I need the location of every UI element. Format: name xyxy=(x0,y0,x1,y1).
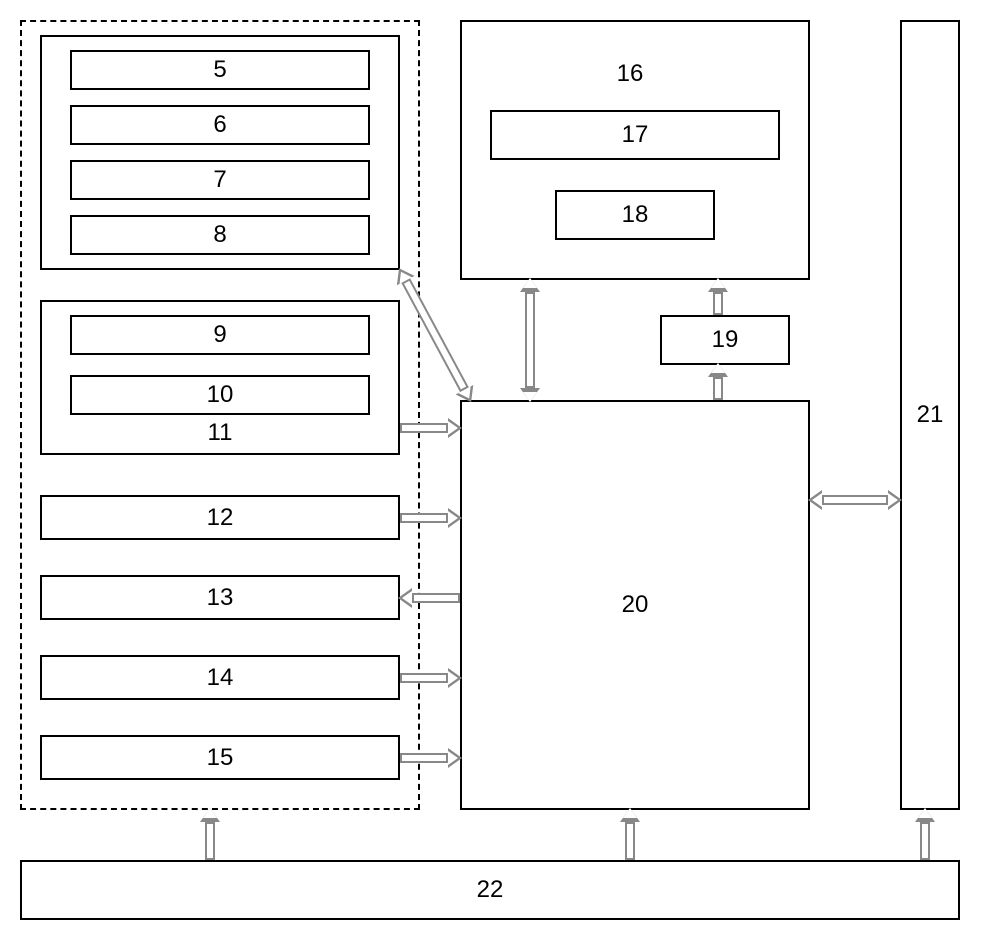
node-label-n10: 10 xyxy=(207,381,234,409)
arrow xyxy=(400,752,460,764)
arrow xyxy=(400,592,460,604)
node-label-n19: 19 xyxy=(712,326,739,354)
node-label-n5: 5 xyxy=(213,56,226,84)
arrow xyxy=(712,280,724,315)
node-label-n22: 22 xyxy=(477,876,504,904)
node-n13: 13 xyxy=(40,575,400,620)
node-n19: 19 xyxy=(660,315,790,365)
node-n15: 15 xyxy=(40,735,400,780)
node-n14: 14 xyxy=(40,655,400,700)
arrow xyxy=(204,810,216,860)
node-label-n21: 21 xyxy=(917,401,944,429)
node-label-n7: 7 xyxy=(213,166,226,194)
node-n22: 22 xyxy=(20,860,960,920)
arrow xyxy=(400,672,460,684)
node-label-n13: 13 xyxy=(207,584,234,612)
arrow xyxy=(712,365,724,400)
arrow xyxy=(624,810,636,860)
node-label-n20: 20 xyxy=(622,591,649,619)
node-label-n15: 15 xyxy=(207,744,234,772)
node-n6: 6 xyxy=(70,105,370,145)
arrow xyxy=(810,494,900,506)
node-n21: 21 xyxy=(900,20,960,810)
node-label-n9: 9 xyxy=(213,321,226,349)
arrow xyxy=(400,422,460,434)
node-n16_label: 16 xyxy=(600,60,660,88)
node-label-n18: 18 xyxy=(622,201,649,229)
node-n8: 8 xyxy=(70,215,370,255)
node-n9: 9 xyxy=(70,315,370,355)
node-n5: 5 xyxy=(70,50,370,90)
node-n10: 10 xyxy=(70,375,370,415)
node-label-n14: 14 xyxy=(207,664,234,692)
arrow xyxy=(919,810,931,860)
node-label-n17: 17 xyxy=(622,121,649,149)
diagram-canvas: 5 6 7 8 11 9 10 12 13 14 15 16 17 18 19 20 21 22 xyxy=(0,0,1000,950)
node-n17: 17 xyxy=(490,110,780,160)
node-n20: 20 xyxy=(460,400,810,810)
node-label-group_mid: 11 xyxy=(208,419,233,447)
node-n7: 7 xyxy=(70,160,370,200)
arrow xyxy=(400,512,460,524)
node-label-n8: 8 xyxy=(213,221,226,249)
arrow xyxy=(524,280,536,400)
node-label-n12: 12 xyxy=(207,504,234,532)
node-n12: 12 xyxy=(40,495,400,540)
node-n18: 18 xyxy=(555,190,715,240)
node-label-n6: 6 xyxy=(213,111,226,139)
